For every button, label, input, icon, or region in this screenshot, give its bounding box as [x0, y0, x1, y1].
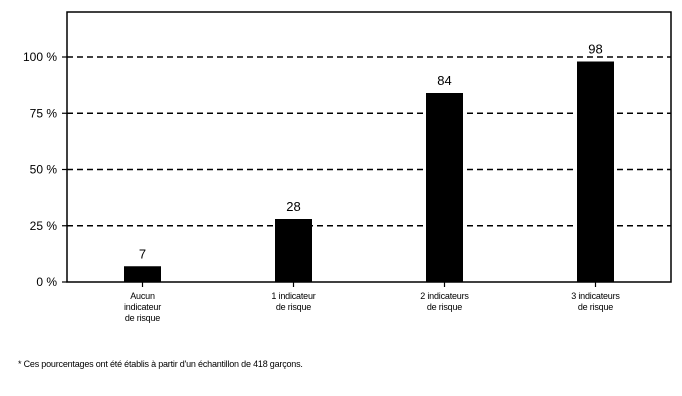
bar-value-label: 7	[139, 246, 146, 261]
chart-footnote: * Ces pourcentages ont été établis à par…	[18, 359, 303, 369]
x-tick-label: 3 indicateurs	[571, 291, 620, 301]
bar	[577, 61, 614, 282]
bar	[124, 266, 161, 282]
y-tick-label: 50 %	[30, 163, 58, 177]
x-tick-label: Aucun	[130, 291, 155, 301]
x-tick-label: de risque	[578, 302, 613, 312]
x-tick-label: de risque	[276, 302, 311, 312]
y-tick-label: 25 %	[30, 219, 58, 233]
bar-value-label: 98	[588, 42, 602, 57]
x-tick-label: indicateur	[124, 302, 161, 312]
x-tick-label: de risque	[427, 302, 462, 312]
y-tick-label: 0 %	[36, 275, 57, 289]
y-tick-label: 75 %	[30, 106, 58, 120]
x-tick-label: 1 indicateur	[271, 291, 315, 301]
x-tick-label: 2 indicateurs	[420, 291, 469, 301]
y-tick-label: 100 %	[23, 50, 57, 64]
bar-value-label: 84	[437, 73, 451, 88]
bar	[426, 93, 463, 282]
x-tick-label: de risque	[125, 313, 160, 323]
bar-value-label: 28	[286, 199, 300, 214]
plot-frame	[66, 11, 672, 283]
bar	[275, 219, 312, 282]
